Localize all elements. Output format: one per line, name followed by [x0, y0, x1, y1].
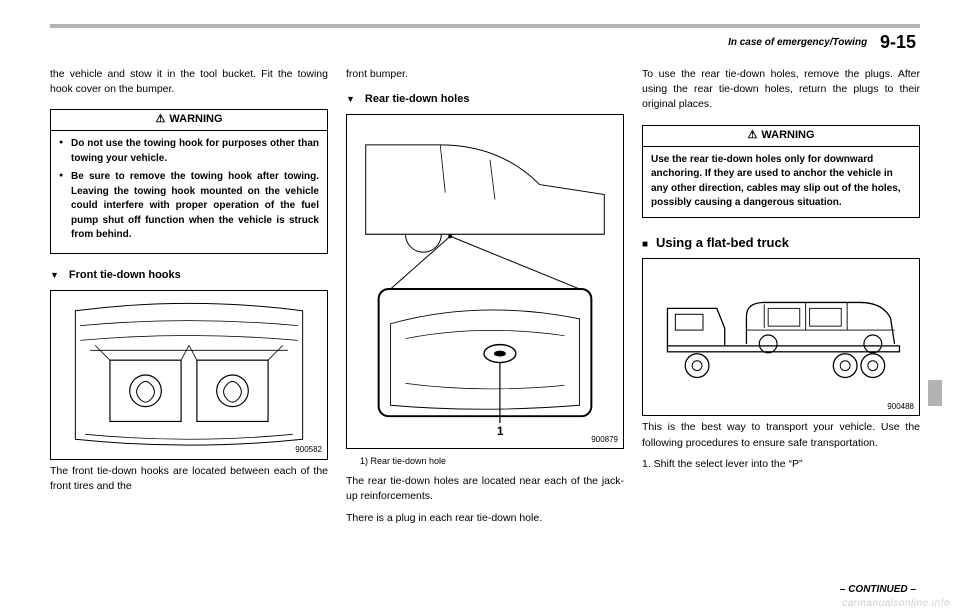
fig2-id: 900879 [591, 434, 618, 446]
content-columns: the vehicle and stow it in the tool buck… [50, 67, 920, 577]
warning-title-2: WARNING [643, 126, 919, 147]
warning-title-1: WARNING [51, 110, 327, 131]
section-title: In case of emergency/Towing [728, 37, 867, 48]
thumb-tab [928, 380, 942, 406]
col2-after1: The rear tie-down holes are located near… [346, 474, 624, 504]
watermark: carmanualsonline.info [842, 598, 950, 609]
warning-body-1: Do not use the towing hook for purposes … [51, 131, 327, 253]
fig3-id: 900488 [887, 401, 914, 413]
col1-intro: the vehicle and stow it in the tool buck… [50, 67, 328, 97]
warning-box-1: WARNING Do not use the towing hook for p… [50, 109, 328, 253]
figure-rear-holes: 1 900879 [346, 114, 624, 449]
page-number: 9-15 [880, 32, 916, 52]
col2-subhead: Rear tie-down holes [346, 92, 624, 108]
col2-after2: There is a plug in each rear tie-down ho… [346, 511, 624, 526]
warning1-item2: Be sure to remove the towing hook after … [59, 170, 319, 243]
col3-subhead: Using a flat-bed truck [642, 234, 920, 253]
figure-front-hooks: 900582 [50, 290, 328, 460]
column-2: front bumper. Rear tie-down holes [346, 67, 624, 577]
col3-after2: 1. Shift the select lever into the “P” [642, 457, 920, 472]
col1-subhead: Front tie-down hooks [50, 268, 328, 284]
warning2-text: Use the rear tie-down holes only for dow… [651, 154, 901, 209]
col1-after-fig: The front tie-down hooks are located bet… [50, 464, 328, 494]
fig2-label-num: 1 [497, 424, 504, 438]
warning-box-2: WARNING Use the rear tie-down holes only… [642, 125, 920, 218]
fig1-id: 900582 [295, 444, 322, 456]
continued-label: – CONTINUED – [840, 584, 916, 595]
top-rule [50, 24, 920, 28]
col2-intro: front bumper. [346, 67, 624, 82]
column-1: the vehicle and stow it in the tool buck… [50, 67, 328, 577]
warning1-item1: Do not use the towing hook for purposes … [59, 137, 319, 166]
col3-after1: This is the best way to transport your v… [642, 420, 920, 450]
col3-intro: To use the rear tie-down holes, remove t… [642, 67, 920, 113]
fig2-caption: 1) Rear tie-down hole [346, 453, 624, 474]
column-3: To use the rear tie-down holes, remove t… [642, 67, 920, 577]
figure-flatbed: 900488 [642, 258, 920, 416]
warning-body-2: Use the rear tie-down holes only for dow… [643, 147, 919, 217]
running-header: In case of emergency/Towing 9-15 [50, 32, 920, 53]
